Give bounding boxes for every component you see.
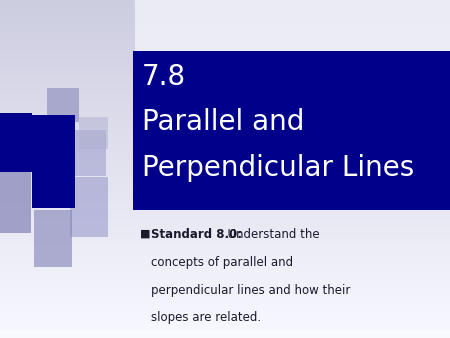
Bar [0, 270, 450, 279]
Bar [0, 177, 450, 186]
Text: Understand the: Understand the [220, 228, 320, 241]
Bar [47, 88, 79, 122]
Bar [0, 17, 450, 25]
Text: ■: ■ [140, 228, 150, 238]
Bar [70, 177, 108, 237]
Bar [0, 296, 450, 304]
Bar [32, 115, 75, 208]
Bar [0, 42, 450, 51]
Bar [0, 76, 450, 84]
Text: slopes are related.: slopes are related. [151, 311, 261, 324]
Bar [0, 203, 450, 211]
Bar [0, 51, 450, 59]
Bar [0, 211, 450, 220]
Text: Parallel and: Parallel and [142, 108, 304, 136]
Bar [0, 101, 450, 110]
Bar [34, 210, 72, 267]
Bar [0, 169, 450, 177]
Bar [0, 144, 450, 152]
Bar [0, 84, 450, 93]
Bar [0, 321, 450, 330]
Bar [0, 186, 450, 194]
Bar [0, 34, 450, 42]
Bar [0, 313, 450, 321]
Bar [0, 68, 450, 76]
Bar [0, 287, 450, 296]
Bar [0, 113, 32, 172]
Bar [0, 237, 450, 245]
Bar [72, 130, 106, 176]
Bar [0, 0, 450, 8]
Bar [0, 8, 450, 17]
Text: concepts of parallel and: concepts of parallel and [151, 256, 293, 269]
Bar [0, 254, 450, 262]
Bar [133, 51, 450, 210]
Bar [0, 152, 450, 161]
Bar [0, 118, 450, 127]
Text: Standard 8.0:: Standard 8.0: [151, 228, 242, 241]
Bar [0, 172, 31, 233]
Bar [0, 279, 450, 287]
Bar [0, 245, 450, 254]
Text: 7.8: 7.8 [142, 63, 186, 91]
Bar [135, 0, 450, 101]
Bar [0, 127, 450, 135]
Bar [0, 194, 450, 203]
Bar [0, 25, 450, 34]
Bar [0, 220, 450, 228]
Bar [79, 117, 108, 149]
Bar [0, 59, 450, 68]
Bar [0, 304, 450, 313]
Text: Perpendicular Lines: Perpendicular Lines [142, 154, 414, 182]
Bar [0, 135, 450, 144]
Bar [0, 93, 450, 101]
Bar [0, 228, 450, 237]
Bar [0, 161, 450, 169]
Text: perpendicular lines and how their: perpendicular lines and how their [151, 284, 350, 296]
Bar [0, 330, 450, 338]
Bar [0, 262, 450, 270]
Bar [0, 110, 450, 118]
